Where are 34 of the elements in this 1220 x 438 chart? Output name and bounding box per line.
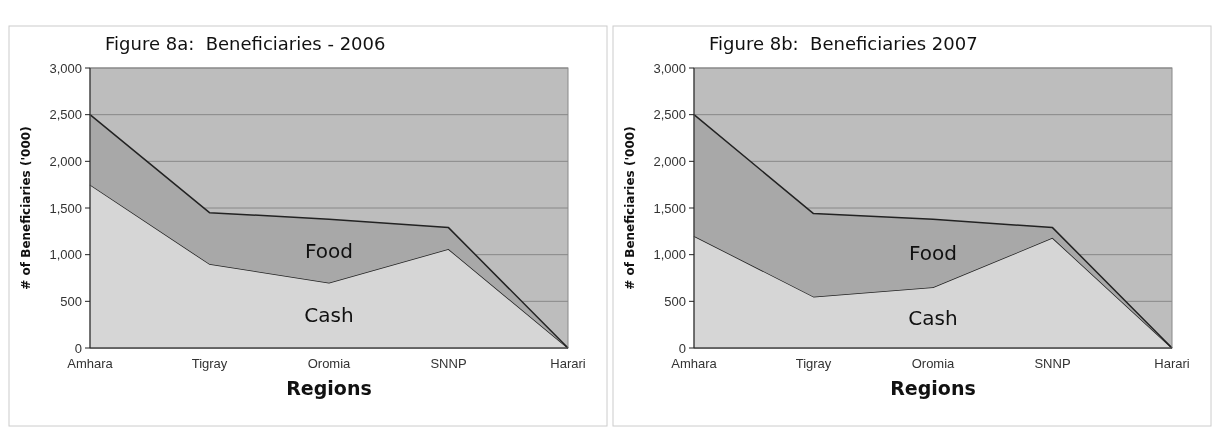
y-axis-title: # of Beneficiaries ('000): [19, 126, 33, 290]
x-axis-title: Regions: [286, 377, 372, 399]
x-tick-label: SNNP: [430, 356, 467, 371]
x-tick-label: Harari: [1154, 356, 1190, 371]
y-tick-label: 2,500: [653, 107, 686, 123]
y-tick-label: 500: [664, 293, 686, 309]
x-tick-label: Oromia: [911, 356, 956, 371]
y-tick-label: 1,500: [49, 200, 82, 216]
y-tick-label: 1,500: [653, 200, 686, 216]
chart-title: Figure 8a: Beneficiaries - 2006: [105, 33, 386, 54]
x-tick-label: Tigray: [191, 356, 228, 371]
x-tick-label: Amhara: [67, 356, 114, 371]
y-tick-label: 2,500: [49, 107, 82, 123]
series-label: Food: [305, 238, 353, 263]
y-tick-label: 1,000: [653, 247, 686, 263]
x-tick-label: SNNP: [1034, 356, 1071, 371]
y-tick-label: 0: [74, 340, 82, 356]
chart-title: Figure 8b: Beneficiaries 2007: [709, 33, 978, 54]
x-axis-title: Regions: [890, 377, 976, 399]
y-tick-label: 2,000: [49, 153, 82, 169]
series-label: Cash: [908, 305, 958, 330]
x-tick-label: Amhara: [671, 356, 718, 371]
series-label: Cash: [304, 303, 354, 328]
y-tick-label: 500: [60, 293, 82, 309]
x-tick-label: Oromia: [307, 356, 352, 371]
series-label: Food: [909, 241, 957, 266]
y-tick-label: 3,000: [653, 60, 686, 76]
y-tick-label: 1,000: [49, 247, 82, 263]
x-tick-label: Harari: [550, 356, 586, 371]
y-tick-label: 0: [678, 340, 686, 356]
y-tick-label: 2,000: [653, 153, 686, 169]
y-axis-title: # of Beneficiaries ('000): [623, 126, 637, 290]
x-tick-label: Tigray: [795, 356, 832, 371]
y-tick-label: 3,000: [49, 60, 82, 76]
